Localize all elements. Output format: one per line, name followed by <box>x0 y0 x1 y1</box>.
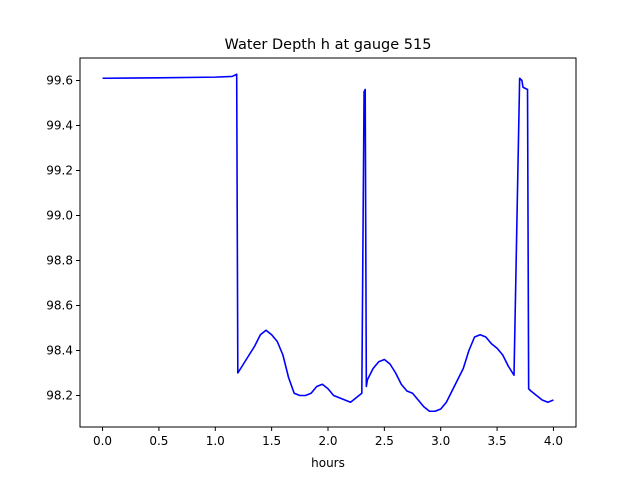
y-tick-label: 98.8 <box>46 254 73 268</box>
y-tick-label: 98.6 <box>46 299 73 313</box>
series-layer <box>102 73 554 413</box>
series-line-0 <box>102 73 554 413</box>
y-tick-label: 99.4 <box>46 119 73 133</box>
y-tick-label: 99.0 <box>46 209 73 223</box>
y-tick-label: 99.6 <box>46 74 73 88</box>
x-axis-label: hours <box>311 456 345 470</box>
x-tick-label: 2.5 <box>375 434 394 448</box>
y-tick-label: 98.4 <box>46 344 73 358</box>
x-tick-label: 3.0 <box>431 434 450 448</box>
x-tick-label: 1.0 <box>206 434 225 448</box>
x-tick-label: 4.0 <box>544 434 563 448</box>
y-tick-label: 99.2 <box>46 164 73 178</box>
x-tick-label: 0.5 <box>149 434 168 448</box>
y-tick-label: 98.2 <box>46 389 73 403</box>
x-tick-label: 3.5 <box>488 434 507 448</box>
x-tick-label: 1.5 <box>262 434 281 448</box>
y-axis: 98.2 98.4 98.6 98.8 99.0 99.2 99.4 99.6 <box>46 74 80 403</box>
x-tick-label: 0.0 <box>93 434 112 448</box>
chart-title: Water Depth h at gauge 515 <box>225 37 432 53</box>
x-axis: 0.0 0.5 1.0 1.5 2.0 2.5 3.0 3.5 4.0 <box>93 427 563 448</box>
x-tick-label: 2.0 <box>318 434 337 448</box>
